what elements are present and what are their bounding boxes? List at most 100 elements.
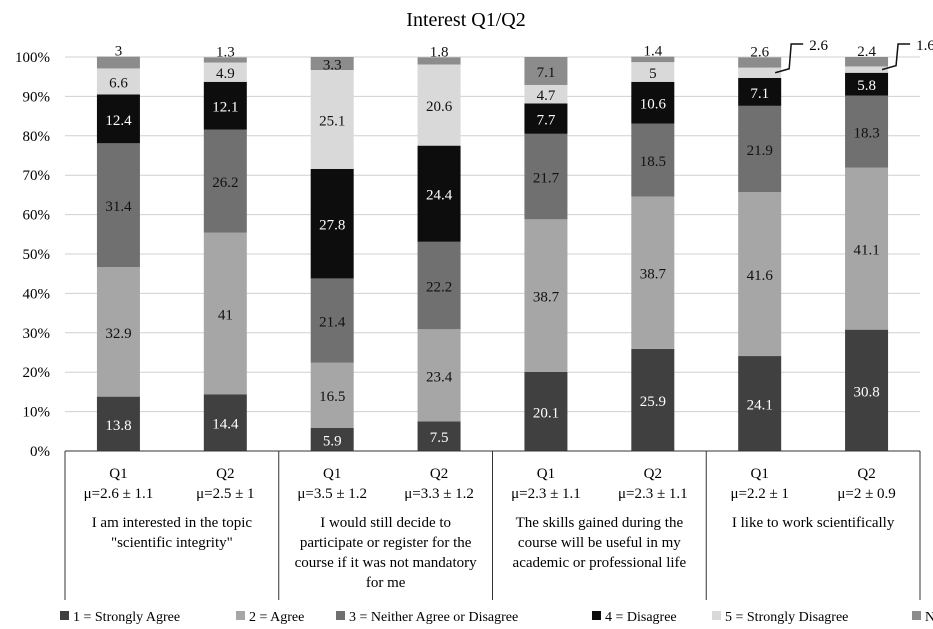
bar-segment [310,427,354,451]
data-label: 3.3 [323,58,342,74]
data-label: 5.9 [323,433,342,449]
data-label: 13.8 [105,418,131,434]
y-tick-label: 90% [23,89,51,105]
legend-label: 1 = Strongly Agree [73,610,180,625]
bar-segment [417,64,461,146]
data-label: 7.1 [750,86,769,102]
bar-segment [845,72,889,96]
group-label: academic or professional life [513,555,687,571]
bar-segment [524,57,568,85]
bar-stack: 30.8 41.1 18.3 5.8 2.4 [845,44,889,451]
chart-title: Interest Q1/Q2 [406,9,525,31]
bar-segment [845,329,889,451]
bar-segment [310,57,354,71]
legend: 1 = Strongly Agree 2 = Agree 3 = Neither A… [60,610,933,625]
group-label: The skills gained during the [516,515,684,531]
data-label: 5 [649,66,657,82]
legend-swatch [912,611,921,620]
data-label: 18.5 [640,154,666,170]
bar-segment [96,267,140,397]
legend-label: 3 = Neither Agree or Disagree [349,610,518,625]
data-label: 4.9 [216,66,235,82]
bar-segment [738,356,782,451]
x-category-label: Q1 [537,466,555,482]
data-label: 16.5 [319,389,345,405]
y-tick-label: 10% [23,405,51,421]
bar-segment [417,57,461,65]
bar-stack: 13.8 32.9 31.4 12.4 6.6 3 [96,44,140,451]
bar-segment [96,396,140,451]
data-label: 27.8 [319,218,345,234]
data-label: 12.4 [105,113,132,129]
bar-segment [524,103,568,134]
bars: 13.8 32.9 31.4 12.4 6.6 3 14.4 41 26.2 12.1 4.9 1.3… [96,38,933,451]
x-category-label: Q1 [109,466,127,482]
bar-segment [203,81,247,130]
data-label: 12.1 [212,100,238,116]
legend-swatch [592,611,601,620]
data-label: 5.8 [857,78,876,94]
y-tick-label: 40% [23,286,51,302]
data-label: 10.6 [640,97,667,113]
data-label: 31.4 [105,199,132,215]
legend-label: 5 = Strongly Disagree [725,610,848,625]
data-label: 20.1 [533,405,559,421]
data-label: 24.4 [426,188,453,204]
callout-label: 2.6 [809,38,828,54]
group-label: "scientific integrity" [111,535,233,551]
x-category-label: Q2 [644,466,662,482]
data-label: 6.6 [109,75,128,91]
data-label: 2.6 [750,44,769,60]
bar-segment [96,143,140,268]
data-label: 24.1 [747,398,773,414]
data-label: 7.5 [430,430,449,446]
x-axis-table: Q1 μ=2.6 ± 1.1 Q2 μ=2.5 ± 1 Q1 μ=3.5 ± 1.2 Q2 μ… [64,450,921,600]
data-label: 4.7 [537,88,556,104]
y-tick-label: 20% [23,365,51,381]
bar-segment [310,362,354,428]
y-tick-label: 50% [23,247,51,263]
callout-label: 1.6 [916,38,933,54]
bar-segment [310,70,354,169]
callout-leader [774,43,804,74]
bar-segment [417,421,461,451]
data-label: 1.8 [430,44,449,60]
x-category-stat: μ=2.6 ± 1.1 [84,486,154,502]
group-label: course will be useful in my [518,535,681,551]
y-tick-label: 30% [23,326,51,342]
data-label: 41.6 [747,268,774,284]
data-label: 41.1 [853,243,879,259]
legend-swatch [336,611,345,620]
group-label: for me [366,575,406,591]
y-tick-label: 0% [30,444,50,460]
bar-segment [524,84,568,104]
x-category-label: Q2 [857,466,875,482]
grid-lines [65,56,920,452]
group-label: I like to work scientifically [732,515,895,531]
data-label: 21.4 [319,315,346,331]
legend-swatch [712,611,721,620]
x-category-stat: μ=3.5 ± 1.2 [297,486,367,502]
data-label: 21.7 [533,171,560,187]
bar-segment [96,94,140,144]
data-label: 26.2 [212,175,238,191]
x-category-label: Q2 [216,466,234,482]
data-label: 21.9 [747,143,773,159]
data-label: 25.9 [640,394,666,410]
data-label: 3 [115,44,123,60]
x-category-stat: μ=2.3 ± 1.1 [618,486,688,502]
bar-segment [96,68,140,95]
bar-segment [524,133,568,220]
legend-swatch [60,611,69,620]
y-tick-label: 80% [23,129,51,145]
data-label: 20.6 [426,99,453,115]
bar-segment [631,196,675,349]
x-category-stat: μ=3.3 ± 1.2 [404,486,474,502]
legend-swatch [236,611,245,620]
group-label: course if it was not mandatory [295,555,478,571]
bar-segment [203,57,247,63]
bar-segment [310,168,354,279]
callout-leader [881,43,911,71]
legend-label: No Reply [925,610,933,625]
y-tick-label: 70% [23,168,51,184]
